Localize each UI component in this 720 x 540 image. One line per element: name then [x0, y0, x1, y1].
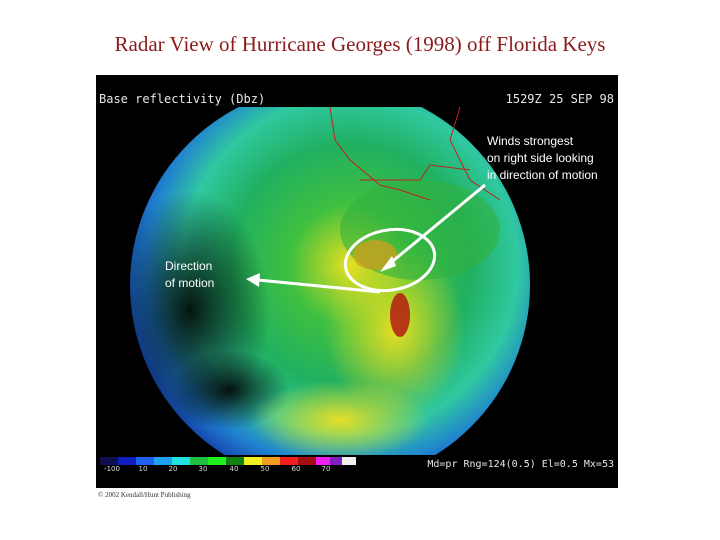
- arrowhead: [246, 273, 260, 287]
- scale-label: 70: [322, 465, 331, 473]
- winds-arrow: [387, 183, 486, 267]
- scale-label: 60: [292, 465, 301, 473]
- annotation: on right side looking: [487, 151, 594, 165]
- annotation: Winds strongest: [487, 134, 574, 148]
- header-left: Base reflectivity (Dbz): [99, 92, 265, 106]
- annotation: of motion: [165, 276, 214, 290]
- credit: © 2002 Kendall/Hunt Publishing: [98, 491, 191, 499]
- footer-info: Md=pr Rng=124(0.5) El=0.5 Mx=53: [427, 459, 614, 470]
- arrowhead: [380, 256, 396, 272]
- scale-label: 10: [139, 465, 148, 473]
- radar-image: [110, 107, 530, 455]
- scale-label: -100: [104, 465, 120, 473]
- annotation: Direction: [165, 259, 212, 273]
- color-scale: [100, 457, 356, 465]
- scale-label: 40: [230, 465, 239, 473]
- slide-title: Radar View of Hurricane Georges (1998) o…: [114, 32, 606, 56]
- direction-arrow: [257, 278, 381, 294]
- scale-label: 30: [199, 465, 208, 473]
- annotation: in direction of motion: [487, 168, 598, 182]
- eye-ellipse: [343, 227, 437, 293]
- scale-label: 50: [261, 465, 270, 473]
- header-right: 1529Z 25 SEP 98: [506, 92, 614, 106]
- scale-label: 20: [169, 465, 178, 473]
